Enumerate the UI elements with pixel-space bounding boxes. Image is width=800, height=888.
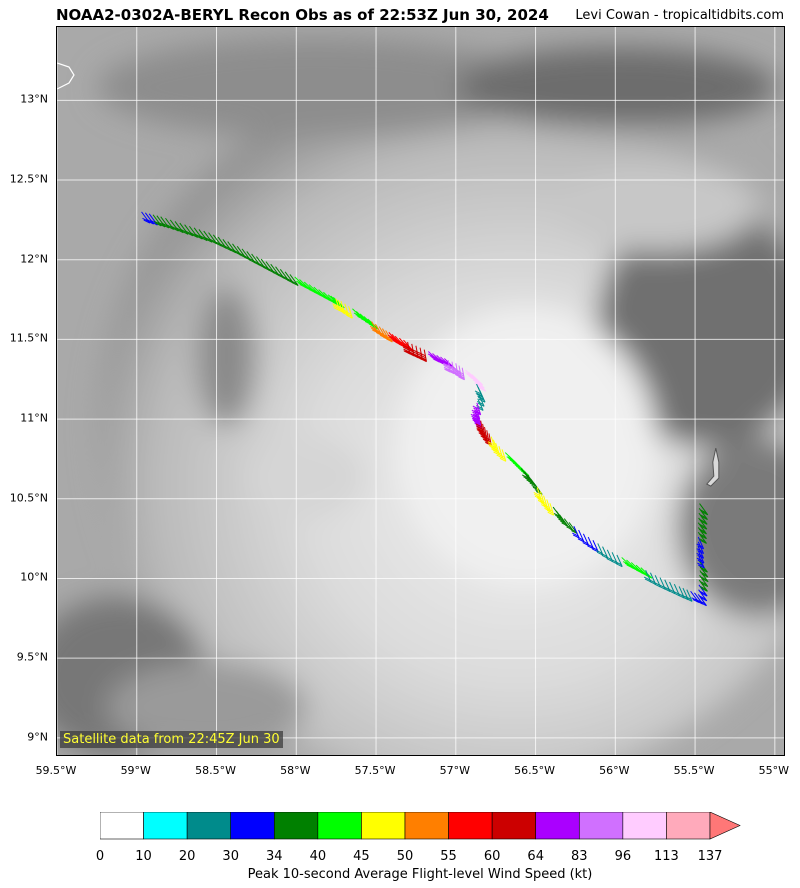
lon-tick-label: 55.5°W [673,764,715,777]
credit-label: Levi Cowan - tropicaltidbits.com [575,8,784,23]
lon-tick-label: 56.5°W [514,764,555,777]
wind-barb [699,503,709,516]
colorbar-tick-label: 64 [527,849,544,864]
wind-speed-colorbar [100,812,741,840]
wind-barb [203,230,213,243]
lon-tick-label: 57.5°W [354,764,396,777]
wind-barb [533,487,542,500]
lat-tick-label: 12.5°N [9,172,48,186]
colorbar-tick-label: 83 [571,849,588,864]
wind-barb [474,380,487,392]
map-title: NOAA2-0302A-BERYL Recon Obs as of 22:53Z… [56,6,549,24]
colorbar-segment [578,812,624,840]
lon-tick-label: 55°W [758,764,790,777]
colorbar-tick-label: 30 [222,849,239,864]
colorbar-segment [666,812,711,840]
lat-tick-label: 9°N [27,730,48,744]
wind-barb [546,503,555,516]
colorbar-extend-arrow [709,812,741,840]
lon-tick-label: 59.5°W [35,764,77,777]
aircraft-icon [706,447,720,487]
lat-tick-label: 10.5°N [9,491,48,505]
wind-barb [165,217,175,230]
satellite-map[interactable] [56,26,785,756]
colorbar-tick-label: 20 [178,849,196,864]
colorbar-segment [317,812,362,840]
colorbar-tick-label: 45 [353,849,370,864]
wind-barb [498,449,507,462]
colorbar-segment [448,812,493,840]
colorbar-segment [404,812,449,840]
colorbar-segment [622,812,667,840]
lat-tick-label: 9.5°N [16,650,48,664]
lat-tick-label: 12°N [20,252,48,266]
wind-barb [615,554,623,568]
colorbar-segment [100,812,144,840]
wind-barb [179,222,189,235]
wind-barb [344,306,353,319]
wind-barb [581,533,590,547]
lat-tick-label: 13°N [20,92,48,106]
colorbar-tick-label: 10 [135,849,152,864]
colorbar-segment [491,812,537,840]
colorbar-tick-label: 113 [654,849,679,864]
recon-flight-track [141,211,709,607]
wind-barb [596,543,604,556]
colorbar-segment [230,812,275,840]
wind-barb [198,229,208,242]
lat-tick-label: 11°N [20,411,48,425]
colorbar-segment [143,812,188,840]
wind-barb [384,330,393,343]
wind-barb [419,349,428,363]
colorbar-segment [361,812,406,840]
wind-barb [591,540,599,553]
colorbar-tick-label: 60 [483,849,501,864]
lon-tick-label: 58°W [280,764,311,777]
wind-barb [160,216,170,229]
colorbar-segment [186,812,232,840]
wind-barb [193,227,203,240]
coastline [57,62,75,90]
map-canvas [57,27,784,755]
aircraft-shape [706,447,720,487]
lat-tick-label: 10°N [20,570,48,584]
lon-tick-label: 58.5°W [195,764,236,777]
colorbar-tick-label: 137 [697,849,723,864]
wind-barb [543,499,552,512]
cloud-texture [57,37,784,755]
wind-barb [586,536,594,550]
wind-barb [184,224,194,237]
colorbar-tick-label: 96 [614,849,632,864]
colorbar-tick-label: 34 [266,849,283,864]
lat-lon-grid [57,27,784,755]
colorbar-tick-label: 40 [309,849,327,864]
wind-barb [337,300,346,314]
colorbar-tick-label: 55 [440,849,457,864]
lon-tick-label: 59°W [120,764,151,777]
wind-barb [539,495,548,508]
wind-barb [457,367,465,381]
wind-barb [685,589,693,602]
wind-barb [188,225,199,238]
colorbar-label: Peak 10-second Average Flight-level Wind… [247,867,593,882]
lon-tick-label: 56°W [599,764,630,777]
colorbar-segment [535,812,580,840]
colorbar-tick-label: 0 [95,849,105,864]
lon-tick-label: 57°W [439,764,470,777]
wind-barb [174,221,184,234]
colorbar-segment [273,812,319,840]
wind-barb [289,274,299,287]
wind-barb [536,491,545,504]
wind-barb [600,546,609,559]
lat-tick-label: 11.5°N [9,331,48,345]
wind-barb [341,303,350,317]
wind-barb [169,219,179,232]
satellite-timestamp: Satellite data from 22:45Z Jun 30 [60,731,283,748]
colorbar-tick-label: 50 [396,849,414,864]
